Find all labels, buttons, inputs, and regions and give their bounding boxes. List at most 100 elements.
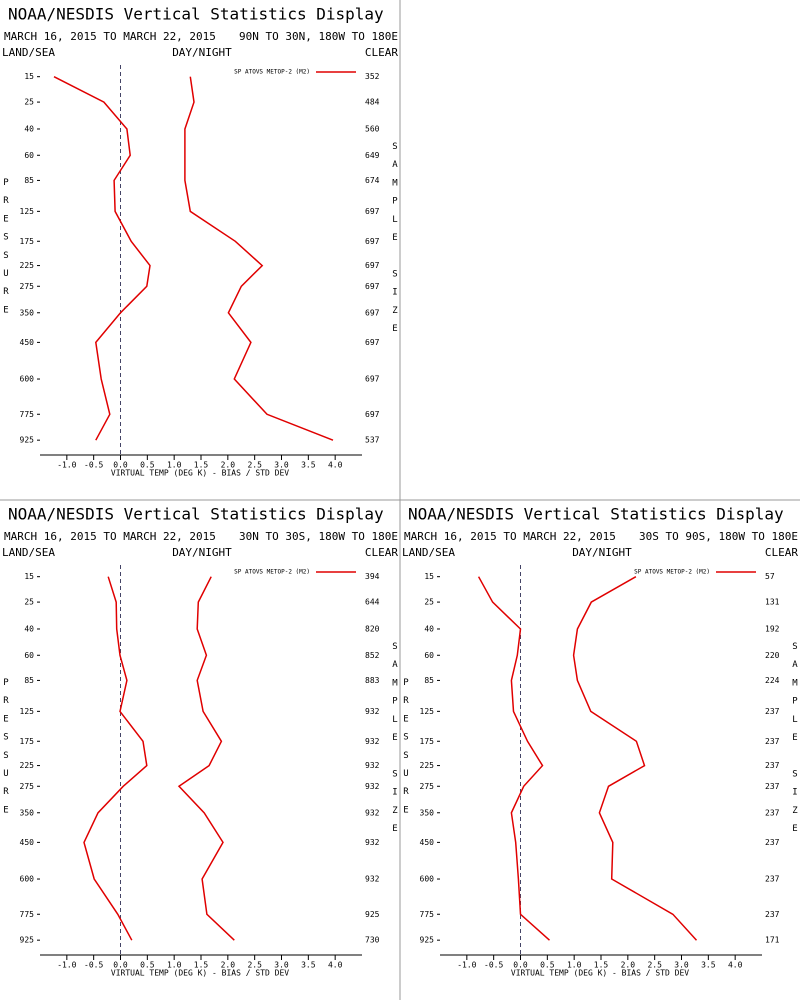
x-tick-label: 1.5 (594, 961, 609, 970)
y-tick-label: 175 (20, 737, 35, 746)
sample-size: 220 (765, 651, 780, 660)
x-tick-label: -0.5 (84, 961, 103, 970)
sample-size: 352 (365, 72, 380, 81)
y-tick-label: 40 (24, 124, 34, 133)
sample-size: 237 (765, 910, 780, 919)
x-tick-label: 4.0 (328, 961, 343, 970)
y-tick-label: 600 (20, 375, 35, 384)
y-tick-label: 925 (420, 936, 435, 945)
y-tick-label: 40 (24, 624, 34, 633)
x-tick-label: 3.0 (274, 961, 289, 970)
sample-size: 932 (365, 875, 380, 884)
y-tick-label: 60 (24, 651, 34, 660)
y-tick-label: 925 (20, 936, 35, 945)
region: 90N TO 30N, 180W TO 180E (239, 30, 398, 43)
sample-size: 697 (365, 308, 380, 317)
y-tick-label: 15 (24, 572, 34, 581)
x-tick-label: 0.0 (513, 961, 528, 970)
x-tick-label: 3.0 (274, 461, 289, 470)
x-tick-label: 0.5 (140, 461, 155, 470)
x-axis-label: VIRTUAL TEMP (DEG K) - BIAS / STD DEV (111, 969, 289, 978)
chart-panel: NOAA/NESDIS Vertical Statistics Display M… (402, 505, 798, 978)
sample-size: 237 (765, 808, 780, 817)
sample-size: 394 (365, 572, 380, 581)
y-tick-label: 15 (24, 72, 34, 81)
sample-size: 697 (365, 237, 380, 246)
y-tick-label: 775 (20, 410, 35, 419)
chart-title: NOAA/NESDIS Vertical Statistics Display (8, 5, 384, 24)
y-tick-label: 25 (24, 98, 34, 107)
y-tick-label: 175 (20, 237, 35, 246)
sample-size: 237 (765, 737, 780, 746)
y-tick-label: 15 (424, 572, 434, 581)
sample-size: 932 (365, 808, 380, 817)
y-tick-label: 450 (420, 838, 435, 847)
center-header: DAY/NIGHT (172, 546, 232, 559)
x-tick-label: 3.0 (674, 961, 689, 970)
y-tick-label: 60 (424, 651, 434, 660)
y-tick-label: 225 (420, 761, 435, 770)
sample-size: 237 (765, 875, 780, 884)
sample-size: 171 (765, 936, 780, 945)
date-range: MARCH 16, 2015 TO MARCH 22, 2015 (4, 30, 216, 43)
y-tick-label: 275 (20, 282, 35, 291)
bias-line (53, 76, 151, 441)
y-tick-label: 350 (20, 808, 35, 817)
legend-label: SP ATOVS METOP-2 (M2) (234, 569, 310, 576)
sample-size: 237 (765, 782, 780, 791)
legend-label: SP ATOVS METOP-2 (M2) (234, 69, 310, 76)
x-tick-label: 1.0 (167, 461, 182, 470)
x-tick-label: 2.5 (647, 961, 662, 970)
sample-size: 224 (765, 676, 780, 685)
sample-size: 925 (365, 910, 380, 919)
chart-panel: NOAA/NESDIS Vertical Statistics Display M… (2, 505, 398, 978)
x-tick-label: 2.5 (247, 961, 262, 970)
y-tick-label: 60 (24, 151, 34, 160)
x-tick-label: 0.5 (140, 961, 155, 970)
y-tick-label: 225 (20, 761, 35, 770)
y-tick-label: 275 (20, 782, 35, 791)
sample-size: 697 (365, 338, 380, 347)
x-tick-label: 3.5 (301, 461, 316, 470)
x-tick-label: 1.0 (167, 961, 182, 970)
bias-line (477, 576, 550, 941)
sample-size: 649 (365, 151, 380, 160)
x-tick-label: 0.0 (113, 961, 128, 970)
chart-panel: NOAA/NESDIS Vertical Statistics Display M… (2, 5, 398, 478)
sample-size: 537 (365, 436, 380, 445)
x-tick-label: 1.0 (567, 961, 582, 970)
sample-size: 697 (365, 375, 380, 384)
x-tick-label: -1.0 (57, 961, 76, 970)
y-tick-label: 450 (20, 838, 35, 847)
chart-title: NOAA/NESDIS Vertical Statistics Display (408, 505, 784, 524)
sample-size: 697 (365, 261, 380, 270)
sample-size: 697 (365, 282, 380, 291)
sample-size: 237 (765, 707, 780, 716)
y-tick-label: 125 (420, 707, 435, 716)
sample-size: 131 (765, 598, 780, 607)
sample-size: 644 (365, 598, 380, 607)
y-tick-label: 450 (20, 338, 35, 347)
std-dev-line (184, 76, 334, 441)
region: 30N TO 30S, 180W TO 180E (239, 530, 398, 543)
y-tick-label: 775 (20, 910, 35, 919)
y-tick-label: 225 (20, 261, 35, 270)
x-tick-label: 2.5 (247, 461, 262, 470)
y-tick-label: 125 (20, 207, 35, 216)
std-dev-line (572, 576, 698, 941)
right-header: CLEAR (765, 546, 798, 559)
y-tick-label: 600 (420, 875, 435, 884)
x-tick-label: 4.0 (328, 461, 343, 470)
y-tick-label: 85 (24, 676, 34, 685)
y-tick-label: 775 (420, 910, 435, 919)
date-range: MARCH 16, 2015 TO MARCH 22, 2015 (4, 530, 216, 543)
left-header: LAND/SEA (402, 546, 455, 559)
x-tick-label: 1.5 (194, 961, 209, 970)
y-tick-label: 600 (20, 875, 35, 884)
sample-size: 932 (365, 782, 380, 791)
